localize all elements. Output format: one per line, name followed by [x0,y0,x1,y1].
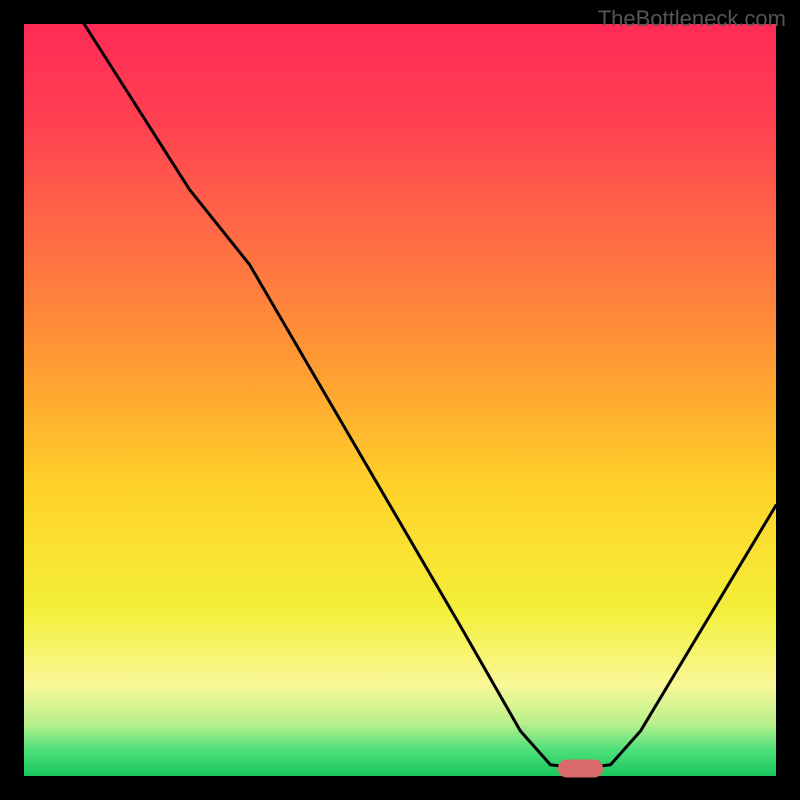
chart-container: TheBottleneck.com [0,0,800,800]
plot-area [24,24,776,776]
bottleneck-chart [0,0,800,800]
optimal-marker [558,759,603,777]
watermark-text: TheBottleneck.com [598,6,786,32]
